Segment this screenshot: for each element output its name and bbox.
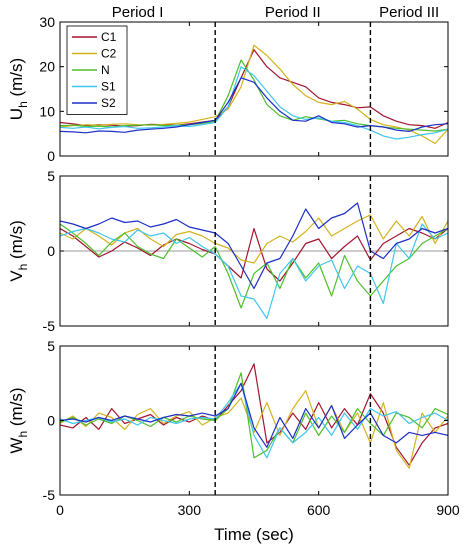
y-label-unit: (m/s): [7, 58, 26, 101]
y-axis-label: Vh (m/s): [7, 220, 30, 281]
series-line-s1: [60, 223, 448, 320]
series-line-c2: [60, 390, 448, 469]
x-tick-label: 600: [307, 502, 331, 518]
x-axis-label: Time (sec): [214, 525, 294, 544]
y-tick-label: 0: [47, 413, 55, 429]
y-tick-label: -5: [43, 487, 56, 503]
series-line-s2: [60, 202, 448, 290]
panels: 0 10 20 30 Uh (m/s) -5 0 5 Vh (m/s) -5 0 5 Wh (m/s): [7, 14, 449, 503]
series-line-c2: [60, 214, 448, 264]
series-group: [60, 363, 448, 469]
series-line-n: [60, 223, 448, 309]
y-axis-label: Uh (m/s): [7, 58, 30, 120]
legend-label-s1: S1: [101, 80, 116, 94]
y-tick-label: -5: [43, 318, 56, 334]
period-labels: Period I Period II Period III: [112, 4, 439, 21]
y-label-sub: h: [16, 431, 30, 438]
legend-label-n: N: [101, 63, 110, 77]
y-tick-label: 0: [47, 148, 55, 164]
series-line-c1: [60, 363, 448, 466]
series-group: [60, 202, 448, 320]
y-tick-label: 5: [47, 338, 55, 354]
panel-uh: 0 10 20 30 Uh (m/s): [7, 14, 449, 164]
y-tick-label: 20: [39, 59, 55, 75]
x-tick-label: 300: [178, 502, 202, 518]
legend-label-c2: C2: [101, 47, 117, 61]
series-line-s1: [60, 66, 448, 140]
period-label: Period II: [265, 4, 321, 21]
y-label-sub: h: [16, 264, 30, 271]
y-tick-label: 30: [39, 14, 55, 30]
series-line-s2: [60, 382, 448, 448]
series-line-s1: [60, 382, 448, 459]
series-group: [60, 44, 448, 145]
y-tick-label: 10: [39, 103, 55, 119]
y-label-main: V: [7, 270, 26, 282]
y-label-main: U: [7, 108, 26, 120]
y-label-unit: (m/s): [7, 387, 26, 430]
series-line-c2: [60, 44, 448, 145]
y-label-main: W: [7, 438, 26, 454]
panel-frame: [59, 21, 449, 157]
x-tick-label: 0: [56, 502, 64, 518]
y-label-sub: h: [16, 101, 30, 108]
panel-vh: -5 0 5 Vh (m/s): [7, 168, 449, 334]
period-label: Period III: [379, 4, 439, 21]
legend-label-c1: C1: [101, 30, 117, 44]
panel-wh: -5 0 5 Wh (m/s): [7, 338, 449, 503]
legend: C1 C2 N S1 S2: [66, 25, 128, 115]
period-label: Period I: [112, 4, 164, 21]
x-tick-label: 900: [436, 502, 460, 518]
y-label-unit: (m/s): [7, 220, 26, 263]
y-tick-label: 0: [47, 243, 55, 259]
x-axis: 0 300 600 900 Time (sec): [56, 502, 460, 544]
y-axis-label: Wh (m/s): [7, 387, 30, 453]
series-line-s2: [60, 77, 448, 134]
y-tick-label: 5: [47, 168, 55, 184]
legend-label-s2: S2: [101, 96, 116, 110]
